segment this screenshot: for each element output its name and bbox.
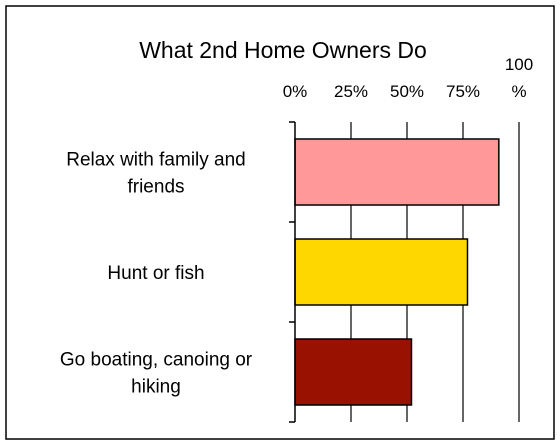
bar xyxy=(294,338,413,406)
x-tick-label: 50% xyxy=(390,82,424,101)
axes xyxy=(289,121,296,423)
category-label: Go boating, canoing or hiking xyxy=(60,350,253,398)
bar xyxy=(294,238,469,306)
bar xyxy=(294,138,500,206)
x-tick-label: 100% xyxy=(505,55,533,101)
x-tick-label: 75% xyxy=(446,82,480,101)
bars xyxy=(294,138,500,406)
x-tick-label: 0% xyxy=(283,82,308,101)
chart-border xyxy=(5,5,555,440)
x-tick-label: 25% xyxy=(334,82,368,101)
category-label: Relax with family and friends xyxy=(66,150,246,198)
chart-title: What 2nd Home Owners Do xyxy=(139,37,427,63)
labels: 0% 25% 50% 75% 100 % Relax with family and frie… xyxy=(60,55,533,398)
category-label: Hunt or fish xyxy=(107,263,204,284)
